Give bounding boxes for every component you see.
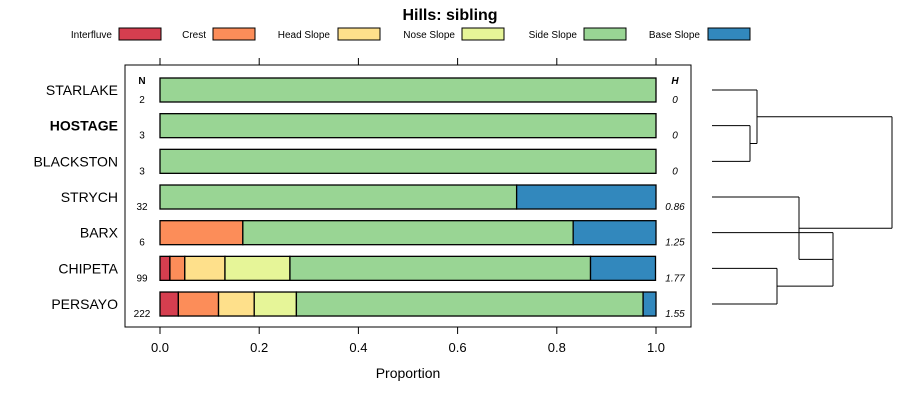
category-label: STRYCH (61, 189, 118, 205)
bar-segment-side-slope (159, 113, 657, 139)
bar-segment-side-slope (242, 220, 574, 246)
legend-label-head-slope: Head Slope (278, 30, 331, 41)
h-value: 0 (672, 131, 678, 142)
x-axis-label: Proportion (376, 365, 441, 381)
bar-segment-side-slope (159, 77, 657, 103)
bottom-axis: 0.0 0.2 0.4 0.6 0.8 1.0 (151, 327, 665, 355)
bar-segment-nose-slope (224, 255, 291, 282)
h-value: 0 (672, 166, 678, 177)
legend-swatch-interfluve (118, 27, 162, 41)
x-tick-label: 0.2 (250, 340, 268, 355)
row-chipeta: CHIPETA 99 1.77 (58, 255, 685, 284)
x-tick-label: 0.6 (449, 340, 467, 355)
legend-swatch-crest (212, 27, 256, 41)
chart-title: Hills: sibling (402, 7, 497, 24)
bar-segment-side-slope (159, 184, 518, 210)
bar-segment-base-slope (589, 255, 657, 282)
x-tick-label: 1.0 (647, 340, 665, 355)
category-label: CHIPETA (58, 260, 118, 276)
h-header: H (671, 76, 679, 87)
row-blackston: BLACKSTON 3 0 (33, 148, 678, 177)
n-value: 3 (139, 131, 145, 142)
legend-label-nose-slope: Nose Slope (403, 30, 455, 41)
top-ticks (159, 58, 657, 65)
n-value: 6 (139, 238, 145, 249)
h-value: 0 (672, 95, 678, 106)
bar-segment-crest (177, 291, 220, 317)
bar-segment-interfluve (159, 291, 180, 317)
legend-label-base-slope: Base Slope (649, 30, 701, 41)
bar-segment-nose-slope (253, 291, 298, 317)
row-strych: STRYCH 32 0.86 (61, 184, 685, 213)
bar-segment-head-slope (217, 291, 255, 317)
bar-segment-side-slope (289, 255, 592, 282)
legend-swatch-side-slope (583, 27, 627, 41)
category-label: BLACKSTON (33, 153, 118, 169)
bar-segment-crest (169, 255, 186, 282)
category-label: STARLAKE (46, 82, 118, 98)
h-value: 1.55 (665, 309, 685, 320)
bar-segment-interfluve (159, 255, 171, 282)
n-value: 222 (134, 309, 151, 320)
row-starlake: STARLAKE 2 0 (46, 77, 678, 106)
x-tick-label: 0.4 (349, 340, 367, 355)
legend-label-crest: Crest (182, 30, 206, 41)
h-value: 0.86 (665, 202, 685, 213)
bar-rows: STARLAKE 2 0 HOSTAGE 3 0 BLACKSTON 3 0 STRYCH 32 0.… (33, 77, 685, 320)
bar-segment-side-slope (295, 291, 644, 317)
row-barx: BARX 6 1.25 (80, 220, 685, 249)
bar-segment-side-slope (159, 148, 657, 174)
n-value: 3 (139, 166, 145, 177)
n-value: 32 (136, 202, 148, 213)
row-hostage: HOSTAGE 3 0 (50, 113, 678, 142)
legend-swatch-nose-slope (461, 27, 505, 41)
legend-label-side-slope: Side Slope (529, 30, 578, 41)
n-value: 2 (139, 95, 145, 106)
category-label: HOSTAGE (50, 118, 118, 134)
dendrogram (712, 89, 893, 305)
h-value: 1.77 (665, 273, 685, 284)
category-label: PERSAYO (51, 296, 118, 312)
n-header: N (138, 76, 145, 87)
bar-segment-base-slope (515, 184, 657, 210)
x-tick-label: 0.0 (151, 340, 169, 355)
category-label: BARX (80, 225, 119, 241)
row-persayo: PERSAYO 222 1.55 (51, 291, 685, 320)
h-value: 1.25 (665, 238, 685, 249)
legend-swatch-base-slope (707, 27, 751, 41)
bar-segment-base-slope (642, 291, 657, 317)
bar-segment-base-slope (572, 220, 657, 246)
bar-segment-head-slope (184, 255, 226, 282)
plot-frame (124, 64, 692, 328)
legend-swatch-head-slope (337, 27, 381, 41)
legend-label-interfluve: Interfluve (71, 30, 113, 41)
n-value: 99 (136, 273, 148, 284)
x-tick-label: 0.8 (548, 340, 566, 355)
legend: Interfluve Crest Head Slope Nose Slope Side … (71, 27, 751, 41)
bar-segment-crest (159, 220, 244, 246)
